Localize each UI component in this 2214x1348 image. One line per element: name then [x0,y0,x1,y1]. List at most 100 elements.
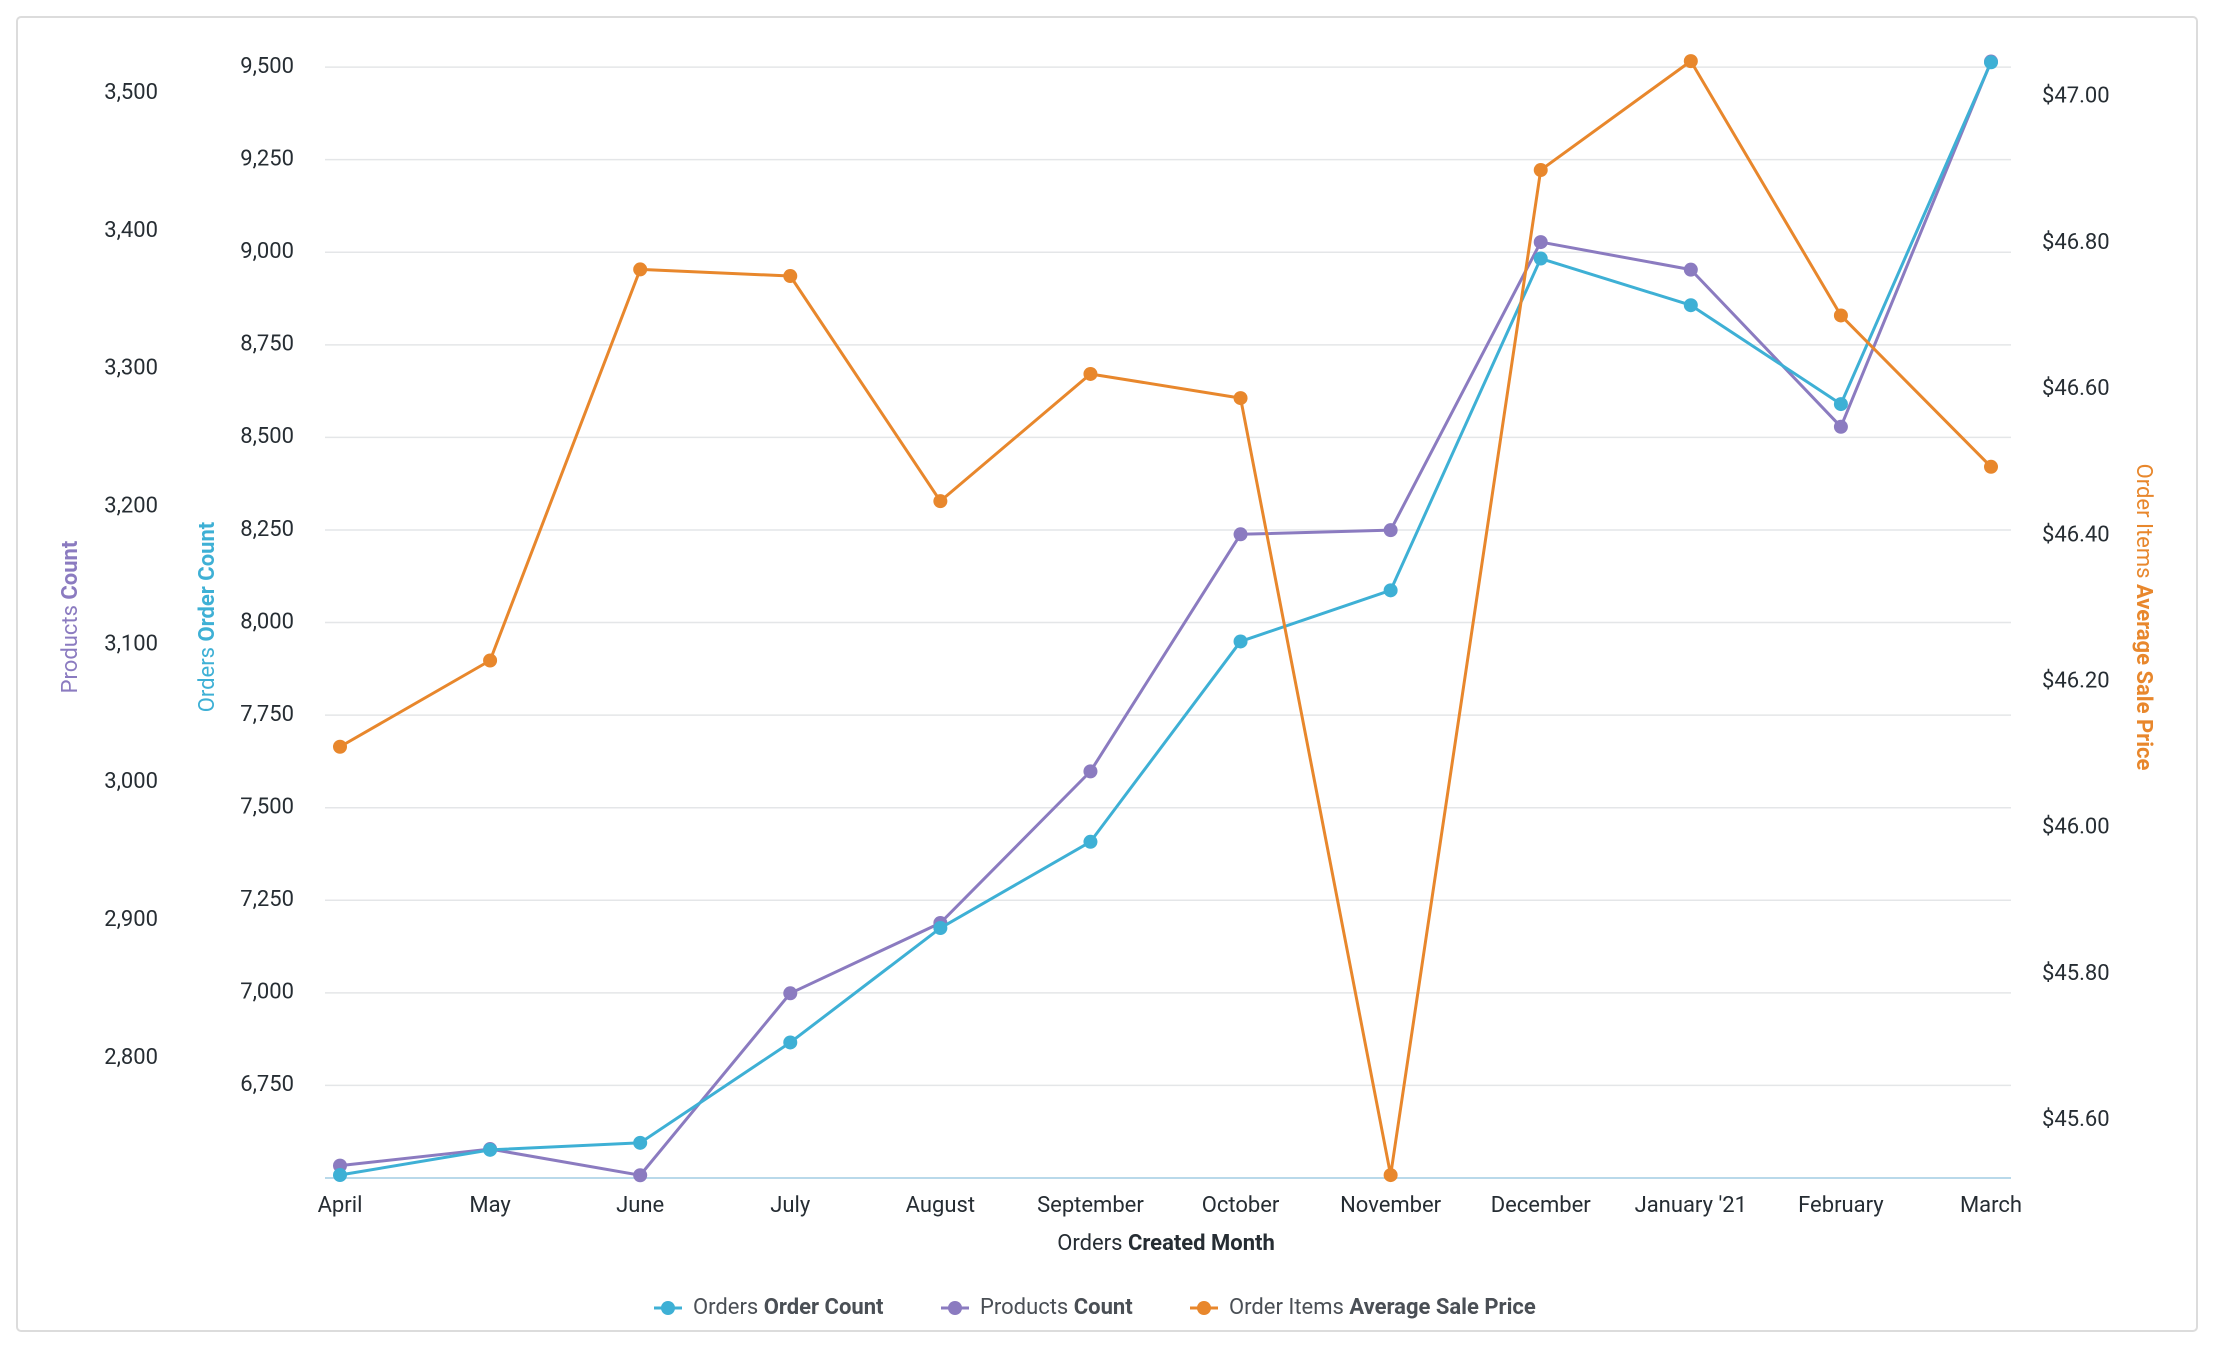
point [783,986,798,1001]
y-axis-title-part: Orders [195,647,220,712]
x-axis-title-part: Orders [1057,1231,1122,1256]
y2-axis-title-part: Average Sale Price [2131,584,2156,771]
y-tick-label: 7,000 [240,980,294,1005]
y-tick-label: 7,500 [240,795,294,820]
x-axis-title-part: Created Month [1128,1231,1275,1256]
y-tick-label: 7,750 [240,702,294,727]
y3-tick-label: 3,100 [104,631,158,656]
point [1833,419,1848,434]
legend-label-part: Products [980,1295,1068,1320]
point [633,1135,648,1150]
series-line [339,60,1993,1177]
y2-tick-label: $46.00 [2042,815,2110,840]
point [1083,834,1098,849]
point [1533,251,1548,266]
y3-tick-label: 2,900 [104,907,158,932]
point [483,653,498,668]
y2-axis-title-part: Order Items [2131,464,2156,579]
point [1683,54,1698,69]
y3-axis-title-part: Products [58,605,83,693]
y2-tick-label: $45.60 [2042,1107,2110,1132]
point [1533,163,1548,178]
x-tick-label: July [770,1193,811,1218]
y-tick-label: 6,750 [240,1072,294,1097]
point [1533,235,1548,250]
point [1833,308,1848,323]
series-line [339,61,1993,1177]
y-tick-label: 8,000 [240,609,294,634]
point [483,1142,498,1157]
point [1383,1168,1398,1183]
legend-marker [1197,1301,1211,1315]
point [1233,527,1248,542]
legend-label: Order Items Average Sale Price [1229,1295,1536,1320]
y2-tick-label: $47.00 [2042,84,2110,109]
y2-tick-label: $46.20 [2042,669,2110,694]
y3-tick-label: 3,200 [104,494,158,519]
legend-label: Orders Order Count [693,1295,884,1320]
y3-tick-label: 3,300 [104,356,158,381]
point [783,1035,798,1050]
x-axis-title: Orders Created Month [1057,1231,1275,1256]
point [1984,55,1998,70]
point [1683,298,1698,313]
y3-tick-label: 3,500 [104,80,158,105]
x-tick-label: September [1037,1193,1144,1218]
y-tick-label: 9,000 [240,239,294,264]
series-line [339,59,1993,1177]
legend-label-part: Average Sale Price [1349,1295,1536,1320]
card [16,16,2198,1332]
point [1383,523,1398,538]
y2-tick-label: $46.60 [2042,376,2110,401]
legend-marker [948,1301,962,1315]
x-tick-label: January '21 [1635,1193,1747,1218]
point [933,921,948,936]
legend-label-part: Order Items [1229,1295,1344,1320]
x-tick-label: February [1798,1193,1884,1218]
y-tick-label: 8,500 [240,424,294,449]
x-tick-label: December [1491,1193,1592,1218]
y2-tick-label: $46.80 [2042,230,2110,255]
y3-tick-label: 2,800 [104,1045,158,1070]
point [1083,764,1098,779]
y2-tick-label: $46.40 [2042,522,2110,547]
x-tick-label: October [1202,1193,1280,1218]
y3-tick-label: 3,400 [104,218,158,243]
point [1833,397,1848,412]
point [783,269,798,284]
point [933,494,948,509]
y-tick-label: 8,250 [240,517,294,542]
point [333,739,347,754]
point [1683,262,1698,277]
legend-label-part: Order Count [764,1295,884,1320]
x-tick-label: June [616,1193,664,1218]
y-tick-label: 9,250 [240,146,294,171]
y-tick-label: 8,750 [240,332,294,357]
y-tick-label: 9,500 [240,54,294,79]
point [633,1168,648,1183]
point [1984,459,1998,474]
point [1083,366,1098,381]
point [333,1168,347,1183]
point [1233,391,1248,406]
point [633,262,648,277]
y3-axis-title: Products Count [58,540,83,693]
x-tick-label: August [906,1193,975,1218]
x-tick-label: April [318,1193,363,1218]
y3-axis-title-part: Count [58,540,83,599]
legend-marker [661,1301,675,1315]
legend-label-part: Count [1074,1295,1133,1320]
x-tick-label: November [1340,1193,1442,1218]
y2-tick-label: $45.80 [2042,961,2110,986]
x-tick-label: March [1960,1193,2022,1218]
y-axis-title-part: Order Count [195,521,220,641]
y-axis-title: Orders Order Count [195,521,220,712]
y2-axis-title: Order Items Average Sale Price [2131,464,2156,771]
y3-tick-label: 3,000 [104,769,158,794]
point [1233,634,1248,649]
legend-label: Products Count [980,1295,1133,1320]
x-tick-label: May [469,1193,511,1218]
point [1383,583,1398,598]
legend-label-part: Orders [693,1295,758,1320]
